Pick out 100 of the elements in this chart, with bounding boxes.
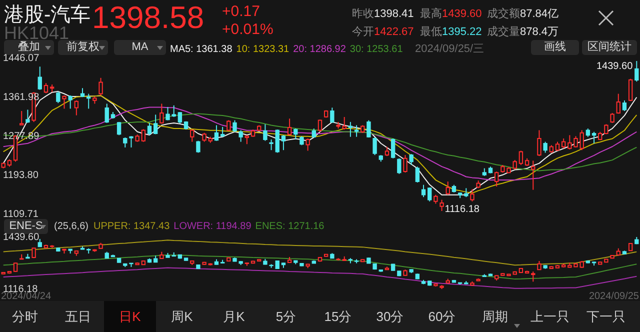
candlestick: [342, 116, 346, 130]
candlestick: [518, 150, 524, 166]
candlestick: [287, 118, 292, 136]
y-tick-label: 1109.71: [3, 209, 39, 220]
candlestick: [62, 94, 66, 110]
candlestick: [366, 120, 371, 138]
candlestick: [263, 124, 268, 142]
line-series: [2, 254, 638, 280]
candlestick: [318, 119, 322, 132]
candlestick: [104, 103, 109, 124]
y-tick-label: 1439.60: [3, 232, 40, 243]
candlestick: [494, 171, 499, 187]
candlestick: [214, 124, 219, 142]
candlestick: [275, 129, 280, 154]
candlestick: [269, 138, 274, 151]
candlestick: [622, 100, 627, 112]
candlestick: [354, 124, 359, 138]
annotation: 1439.60: [596, 61, 634, 72]
candlestick: [397, 158, 402, 174]
candlestick: [281, 134, 286, 151]
text: 画线: [531, 40, 579, 55]
y-tick-label: 1193.80: [3, 170, 39, 181]
candlestick: [531, 160, 536, 190]
text: 分时: [11, 308, 39, 326]
candlestick: [68, 94, 72, 110]
candlestick: [470, 188, 474, 202]
text: +0.01%: [222, 21, 274, 38]
candlestick: [238, 130, 243, 142]
candlestick: [153, 114, 158, 135]
candlestick: [38, 66, 42, 90]
candlestick: [178, 112, 182, 124]
chart-title: ENE-S: [4, 219, 48, 234]
candlestick: [616, 93, 620, 114]
line-series: [2, 113, 638, 172]
text: 30分: [375, 308, 405, 326]
text: 区间统计: [582, 40, 637, 55]
candlestick: [561, 138, 566, 149]
line-series: [2, 106, 638, 181]
text: 港股-汽车: [4, 3, 91, 26]
candlestick: [592, 131, 596, 144]
text: 5分: [274, 308, 298, 326]
candlestick: [306, 138, 310, 152]
candlestick: [116, 121, 122, 136]
text: LOWER: 1194.89: [174, 221, 252, 232]
candlestick: [123, 136, 128, 148]
candlestick: [86, 93, 91, 110]
text: 昨收1398.41: [352, 8, 414, 20]
text: 20: 1286.92: [293, 44, 346, 55]
candlestick: [172, 104, 176, 118]
candlestick: [415, 166, 420, 184]
candlestick: [428, 186, 432, 202]
candlestick: [531, 271, 536, 282]
text: +0.17: [222, 3, 260, 20]
text: 上一只: [530, 308, 570, 326]
series-label: UPPER: 1347.43: [93, 221, 170, 232]
candlestick: [74, 100, 79, 116]
candlestick: [330, 107, 334, 124]
candlestick: [232, 120, 237, 132]
text: 成交量878.4万: [487, 26, 559, 38]
text: 60分: [427, 308, 457, 326]
text: 1398.58: [92, 0, 204, 36]
candlestick: [384, 146, 390, 157]
text: MA: [114, 40, 166, 55]
text: 30: 1253.61: [350, 44, 403, 55]
candlestick: [634, 60, 639, 82]
candlestick: [440, 199, 444, 212]
text: 15分: [323, 308, 353, 326]
candlestick: [628, 78, 633, 102]
candlestick: [372, 136, 377, 156]
candlestick: [147, 122, 152, 136]
text: ENES: 1271.16: [255, 221, 324, 232]
text: 最高1439.60: [420, 8, 482, 20]
candlestick: [141, 128, 146, 142]
annotation: 1116.18: [444, 204, 480, 215]
text: 10: 1323.31: [236, 44, 290, 55]
candlestick: [610, 112, 614, 124]
candlestick: [160, 103, 164, 124]
text: 成交额87.84亿: [487, 8, 559, 20]
candlestick: [56, 90, 60, 104]
candlestick: [190, 129, 194, 142]
candlestick: [196, 140, 200, 154]
candlestick: [226, 120, 231, 132]
text: 周K: [170, 308, 194, 326]
candlestick: [98, 77, 103, 96]
legend-title: (25,6,6): [54, 221, 88, 232]
text: 2024/09/25/三: [415, 42, 484, 56]
candlestick: [20, 110, 24, 126]
text: MA5: 1361.38: [170, 44, 232, 55]
candlestick: [129, 136, 134, 148]
candlestick: [543, 141, 548, 154]
candlestick: [220, 126, 225, 138]
candlestick: [409, 154, 414, 166]
candlestick: [294, 128, 298, 140]
candlestick: [537, 130, 542, 157]
candlestick: [26, 109, 30, 124]
candlestick: [403, 154, 408, 174]
text: 周期: [481, 308, 509, 326]
text: 今开1422.67: [352, 26, 414, 38]
candlestick: [390, 138, 396, 159]
candlestick: [512, 160, 517, 170]
